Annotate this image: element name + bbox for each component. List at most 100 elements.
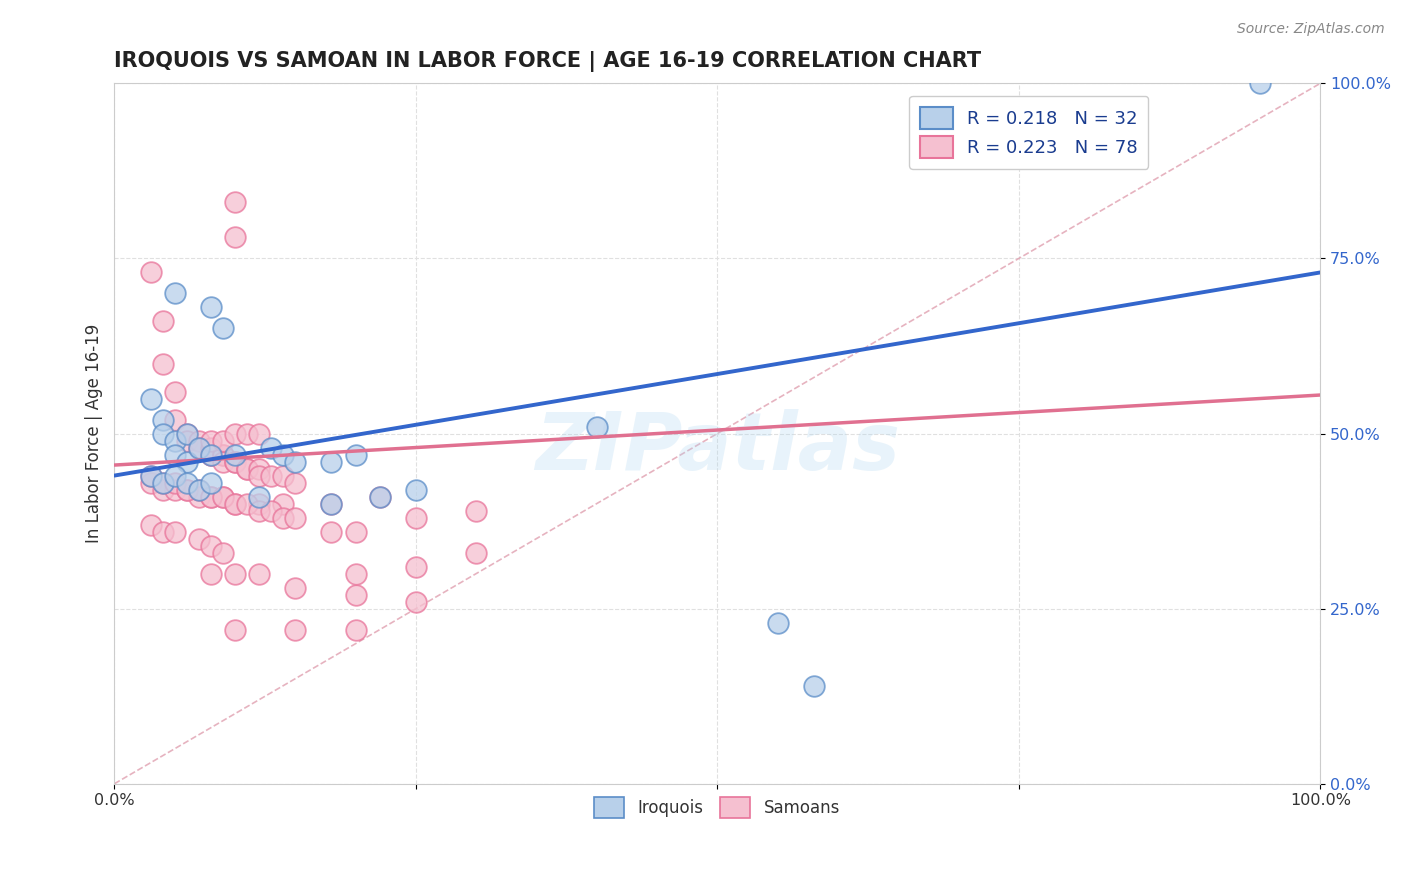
Point bbox=[163, 384, 186, 399]
Point bbox=[200, 475, 222, 490]
Point bbox=[163, 524, 186, 539]
Point bbox=[152, 357, 174, 371]
Point bbox=[163, 448, 186, 462]
Point bbox=[176, 454, 198, 468]
Point bbox=[187, 490, 209, 504]
Point bbox=[139, 468, 162, 483]
Point bbox=[321, 497, 343, 511]
Point bbox=[187, 483, 209, 497]
Point bbox=[803, 679, 825, 693]
Point bbox=[224, 454, 246, 468]
Point bbox=[271, 510, 294, 524]
Point bbox=[224, 566, 246, 581]
Point bbox=[224, 195, 246, 210]
Point bbox=[766, 615, 789, 630]
Point bbox=[271, 468, 294, 483]
Point bbox=[224, 623, 246, 637]
Point bbox=[152, 314, 174, 328]
Point bbox=[236, 461, 259, 475]
Point bbox=[152, 524, 174, 539]
Point bbox=[224, 448, 246, 462]
Point bbox=[465, 546, 488, 560]
Point bbox=[247, 566, 270, 581]
Point bbox=[224, 454, 246, 468]
Point bbox=[176, 426, 198, 441]
Point bbox=[152, 483, 174, 497]
Point bbox=[200, 448, 222, 462]
Point bbox=[176, 475, 198, 490]
Point bbox=[200, 434, 222, 448]
Point bbox=[187, 532, 209, 546]
Point bbox=[187, 441, 209, 455]
Point bbox=[260, 503, 283, 517]
Point bbox=[187, 434, 209, 448]
Point bbox=[465, 503, 488, 517]
Y-axis label: In Labor Force | Age 16-19: In Labor Force | Age 16-19 bbox=[86, 324, 103, 543]
Point bbox=[139, 475, 162, 490]
Point bbox=[212, 321, 235, 335]
Point bbox=[247, 497, 270, 511]
Point bbox=[260, 468, 283, 483]
Point bbox=[1249, 76, 1271, 90]
Point bbox=[212, 490, 235, 504]
Point bbox=[152, 475, 174, 490]
Point bbox=[344, 588, 367, 602]
Text: IROQUOIS VS SAMOAN IN LABOR FORCE | AGE 16-19 CORRELATION CHART: IROQUOIS VS SAMOAN IN LABOR FORCE | AGE … bbox=[114, 51, 981, 71]
Point bbox=[152, 475, 174, 490]
Point bbox=[187, 441, 209, 455]
Point bbox=[247, 468, 270, 483]
Point bbox=[284, 623, 307, 637]
Point bbox=[176, 426, 198, 441]
Point bbox=[284, 454, 307, 468]
Point bbox=[212, 546, 235, 560]
Point bbox=[212, 490, 235, 504]
Point bbox=[176, 434, 198, 448]
Point bbox=[271, 448, 294, 462]
Point bbox=[344, 566, 367, 581]
Text: Source: ZipAtlas.com: Source: ZipAtlas.com bbox=[1237, 22, 1385, 37]
Point bbox=[163, 286, 186, 301]
Point bbox=[200, 566, 222, 581]
Point bbox=[284, 581, 307, 595]
Point bbox=[139, 265, 162, 279]
Point bbox=[176, 483, 198, 497]
Point bbox=[284, 510, 307, 524]
Point bbox=[224, 497, 246, 511]
Point bbox=[139, 468, 162, 483]
Point bbox=[152, 412, 174, 426]
Point bbox=[405, 559, 427, 574]
Point bbox=[585, 419, 607, 434]
Point bbox=[405, 510, 427, 524]
Point bbox=[344, 623, 367, 637]
Point bbox=[200, 448, 222, 462]
Point bbox=[163, 434, 186, 448]
Point bbox=[344, 448, 367, 462]
Point bbox=[212, 434, 235, 448]
Point bbox=[176, 483, 198, 497]
Point bbox=[236, 497, 259, 511]
Point bbox=[163, 483, 186, 497]
Point bbox=[405, 594, 427, 608]
Point bbox=[260, 441, 283, 455]
Point bbox=[224, 230, 246, 244]
Point bbox=[212, 454, 235, 468]
Point bbox=[224, 497, 246, 511]
Point bbox=[405, 483, 427, 497]
Point bbox=[368, 490, 391, 504]
Point bbox=[200, 301, 222, 315]
Point bbox=[200, 490, 222, 504]
Point bbox=[321, 524, 343, 539]
Point bbox=[224, 426, 246, 441]
Point bbox=[139, 392, 162, 406]
Point bbox=[163, 475, 186, 490]
Point bbox=[152, 426, 174, 441]
Point bbox=[271, 497, 294, 511]
Point bbox=[321, 497, 343, 511]
Point bbox=[187, 483, 209, 497]
Point bbox=[139, 517, 162, 532]
Point bbox=[247, 490, 270, 504]
Point bbox=[163, 468, 186, 483]
Point bbox=[200, 448, 222, 462]
Point bbox=[212, 448, 235, 462]
Point bbox=[247, 461, 270, 475]
